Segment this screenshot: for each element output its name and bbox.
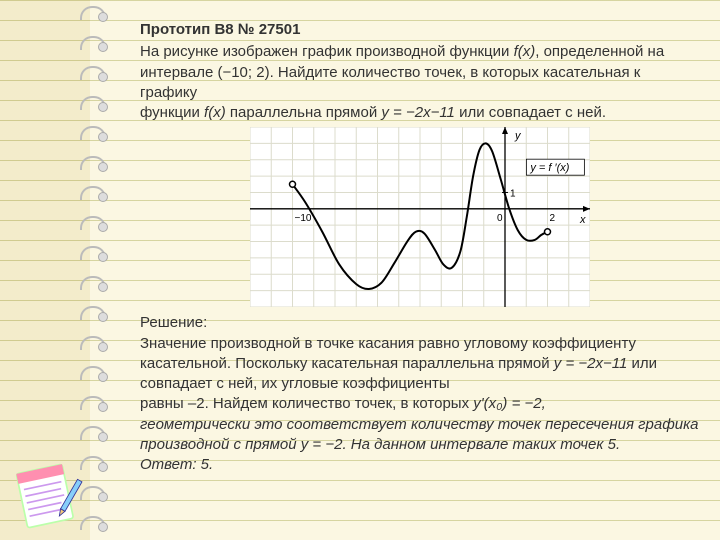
solution-label: Решение: xyxy=(140,313,700,333)
svg-text:1: 1 xyxy=(510,189,516,200)
spiral-binding xyxy=(80,0,104,540)
chart-svg: −10021xyy = f ′(x) xyxy=(250,127,590,307)
svg-text:0: 0 xyxy=(497,213,503,224)
problem-text-2: функции f(x) параллельна прямой y = −2x−… xyxy=(140,103,700,123)
svg-text:y = f ′(x): y = f ′(x) xyxy=(529,162,569,174)
svg-text:2: 2 xyxy=(550,213,556,224)
problem-text-1: На рисунке изображен график производной … xyxy=(140,42,700,103)
svg-text:−10: −10 xyxy=(295,213,312,224)
solution-text-1: Значение производной в точке касания рав… xyxy=(140,334,700,395)
derivative-chart: −10021xyy = f ′(x) xyxy=(250,127,590,307)
answer: Ответ: 5. xyxy=(140,455,700,475)
notepad-doodle-icon xyxy=(4,451,89,536)
svg-text:x: x xyxy=(579,214,586,226)
solution-italic: геометрически это соответствует количест… xyxy=(140,415,700,456)
page: Прототип B8 № 27501 На рисунке изображен… xyxy=(0,0,720,540)
solution-text-2: равны –2. Найдем количество точек, в кот… xyxy=(140,394,700,414)
content-block: Прототип B8 № 27501 На рисунке изображен… xyxy=(140,20,700,475)
problem-title: Прототип B8 № 27501 xyxy=(140,20,700,40)
